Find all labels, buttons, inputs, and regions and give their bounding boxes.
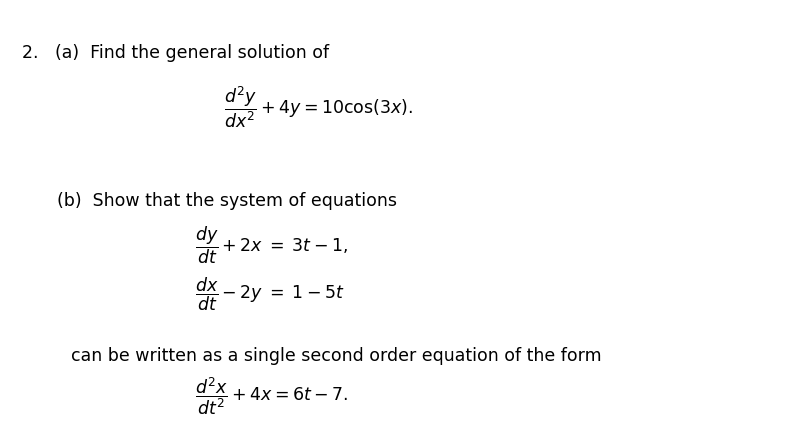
Text: $\dfrac{dx}{dt} - 2y \;=\; 1 - 5t$: $\dfrac{dx}{dt} - 2y \;=\; 1 - 5t$ [195,276,345,313]
Text: (b)  Show that the system of equations: (b) Show that the system of equations [57,192,397,210]
Text: $\dfrac{dy}{dt} + 2x \;=\; 3t - 1,$: $\dfrac{dy}{dt} + 2x \;=\; 3t - 1,$ [195,224,348,266]
Text: $\dfrac{d^2y}{dx^2} + 4y = 10\cos(3x).$: $\dfrac{d^2y}{dx^2} + 4y = 10\cos(3x).$ [224,85,413,130]
Text: 2.   (a)  Find the general solution of: 2. (a) Find the general solution of [22,44,329,62]
Text: $\dfrac{d^2x}{dt^2} + 4x = 6t - 7.$: $\dfrac{d^2x}{dt^2} + 4x = 6t - 7.$ [195,375,348,416]
Text: can be written as a single second order equation of the form: can be written as a single second order … [71,347,601,365]
